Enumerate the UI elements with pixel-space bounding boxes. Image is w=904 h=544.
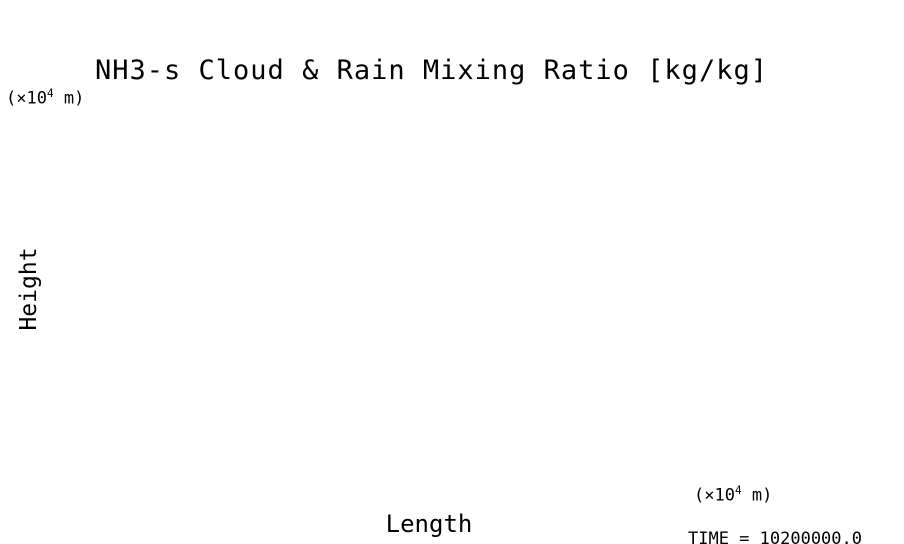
x-axis-title: Length bbox=[385, 510, 473, 538]
y-axis-unit: (×104 m) bbox=[6, 87, 85, 109]
x-axis-unit: (×104 m) bbox=[694, 484, 773, 506]
chart-title: NH3-s Cloud & Rain Mixing Ratio [kg/kg] bbox=[95, 55, 768, 86]
time-readout: TIME = 10200000.0 bbox=[688, 529, 862, 544]
